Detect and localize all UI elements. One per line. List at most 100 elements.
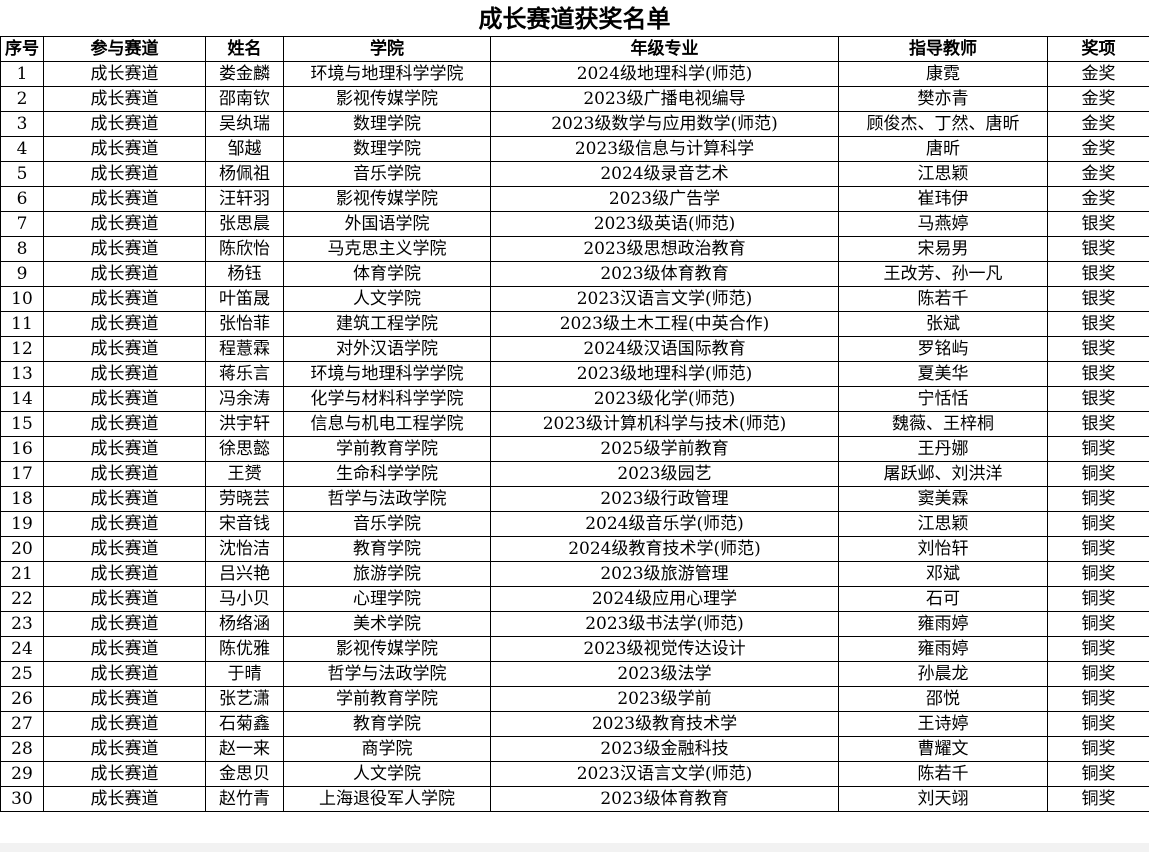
cell-advisor: 刘天翊: [838, 786, 1048, 812]
cell-major: 2024级汉语国际教育: [490, 336, 839, 362]
cell-major: 2023级思想政治教育: [490, 236, 839, 262]
cell-award: 银奖: [1047, 211, 1149, 237]
cell-index: 11: [0, 311, 44, 337]
award-table: 序号 参与赛道 姓名 学院 年级专业 指导教师 奖项 1 成长赛道 娄金麟 环境与地理…: [0, 36, 1149, 812]
cell-college: 教育学院: [283, 536, 491, 562]
cell-name: 徐思懿: [205, 436, 284, 462]
cell-track: 成长赛道: [43, 211, 206, 237]
table-row: 6 成长赛道 汪轩羽 影视传媒学院 2023级广告学 崔玮伊 金奖: [0, 186, 1149, 212]
cell-track: 成长赛道: [43, 286, 206, 312]
cell-index: 5: [0, 161, 44, 187]
table-row: 27 成长赛道 石菊鑫 教育学院 2023级教育技术学 王诗婷 铜奖: [0, 711, 1149, 737]
cell-index: 28: [0, 736, 44, 762]
cell-track: 成长赛道: [43, 111, 206, 137]
table-row: 22 成长赛道 马小贝 心理学院 2024级应用心理学 石可 铜奖: [0, 586, 1149, 612]
header-award: 奖项: [1047, 36, 1149, 62]
cell-index: 18: [0, 486, 44, 512]
cell-major: 2024级应用心理学: [490, 586, 839, 612]
cell-name: 金思贝: [205, 761, 284, 787]
cell-index: 21: [0, 561, 44, 587]
cell-award: 铜奖: [1047, 636, 1149, 662]
cell-name: 张怡菲: [205, 311, 284, 337]
cell-advisor: 屠跃邺、刘洪洋: [838, 461, 1048, 487]
cell-index: 6: [0, 186, 44, 212]
cell-index: 27: [0, 711, 44, 737]
cell-college: 环境与地理科学学院: [283, 61, 491, 87]
cell-college: 人文学院: [283, 286, 491, 312]
table-row: 7 成长赛道 张思晨 外国语学院 2023级英语(师范) 马燕婷 银奖: [0, 211, 1149, 237]
cell-college: 信息与机电工程学院: [283, 411, 491, 437]
cell-track: 成长赛道: [43, 586, 206, 612]
cell-track: 成长赛道: [43, 411, 206, 437]
cell-track: 成长赛道: [43, 661, 206, 687]
cell-name: 张艺潇: [205, 686, 284, 712]
cell-index: 26: [0, 686, 44, 712]
cell-name: 张思晨: [205, 211, 284, 237]
cell-advisor: 康霓: [838, 61, 1048, 87]
cell-name: 王赟: [205, 461, 284, 487]
cell-advisor: 刘怡轩: [838, 536, 1048, 562]
cell-advisor: 石可: [838, 586, 1048, 612]
table-row: 30 成长赛道 赵竹青 上海退役军人学院 2023级体育教育 刘天翊 铜奖: [0, 786, 1149, 812]
cell-index: 4: [0, 136, 44, 162]
cell-advisor: 孙晨龙: [838, 661, 1048, 687]
cell-name: 吕兴艳: [205, 561, 284, 587]
table-row: 14 成长赛道 冯余涛 化学与材料科学学院 2023级化学(师范) 宁恬恬 银奖: [0, 386, 1149, 412]
cell-college: 学前教育学院: [283, 686, 491, 712]
cell-track: 成长赛道: [43, 636, 206, 662]
cell-major: 2023级园艺: [490, 461, 839, 487]
cell-track: 成长赛道: [43, 311, 206, 337]
cell-index: 15: [0, 411, 44, 437]
table-row: 8 成长赛道 陈欣怡 马克思主义学院 2023级思想政治教育 宋易男 银奖: [0, 236, 1149, 262]
cell-advisor: 陈若千: [838, 761, 1048, 787]
cell-college: 影视传媒学院: [283, 636, 491, 662]
cell-index: 12: [0, 336, 44, 362]
cell-advisor: 雍雨婷: [838, 611, 1048, 637]
cell-college: 数理学院: [283, 136, 491, 162]
table-row: 21 成长赛道 吕兴艳 旅游学院 2023级旅游管理 邓斌 铜奖: [0, 561, 1149, 587]
page-title: 成长赛道获奖名单: [478, 5, 671, 33]
header-major: 年级专业: [490, 36, 839, 62]
cell-college: 心理学院: [283, 586, 491, 612]
cell-advisor: 魏薇、王梓桐: [838, 411, 1048, 437]
cell-college: 数理学院: [283, 111, 491, 137]
cell-college: 生命科学学院: [283, 461, 491, 487]
cell-award: 金奖: [1047, 86, 1149, 112]
cell-award: 金奖: [1047, 111, 1149, 137]
table-row: 20 成长赛道 沈怡洁 教育学院 2024级教育技术学(师范) 刘怡轩 铜奖: [0, 536, 1149, 562]
cell-name: 邵南钦: [205, 86, 284, 112]
cell-index: 22: [0, 586, 44, 612]
cell-major: 2023级体育教育: [490, 786, 839, 812]
cell-advisor: 罗铭屿: [838, 336, 1048, 362]
cell-name: 赵一来: [205, 736, 284, 762]
cell-college: 建筑工程学院: [283, 311, 491, 337]
header-college: 学院: [283, 36, 491, 62]
cell-advisor: 雍雨婷: [838, 636, 1048, 662]
cell-track: 成长赛道: [43, 561, 206, 587]
cell-track: 成长赛道: [43, 186, 206, 212]
cell-award: 铜奖: [1047, 661, 1149, 687]
cell-index: 16: [0, 436, 44, 462]
cell-major: 2023级教育技术学: [490, 711, 839, 737]
table-row: 13 成长赛道 蒋乐言 环境与地理科学学院 2023级地理科学(师范) 夏美华 银奖: [0, 361, 1149, 387]
table-row: 16 成长赛道 徐思懿 学前教育学院 2025级学前教育 王丹娜 铜奖: [0, 436, 1149, 462]
cell-track: 成长赛道: [43, 236, 206, 262]
cell-track: 成长赛道: [43, 686, 206, 712]
cell-advisor: 宋易男: [838, 236, 1048, 262]
cell-college: 人文学院: [283, 761, 491, 787]
cell-college: 旅游学院: [283, 561, 491, 587]
cell-name: 赵竹青: [205, 786, 284, 812]
cell-index: 9: [0, 261, 44, 287]
cell-index: 8: [0, 236, 44, 262]
cell-index: 17: [0, 461, 44, 487]
cell-index: 1: [0, 61, 44, 87]
cell-college: 环境与地理科学学院: [283, 361, 491, 387]
cell-award: 银奖: [1047, 336, 1149, 362]
table-row: 15 成长赛道 洪宇轩 信息与机电工程学院 2023级计算机科学与技术(师范) 魏薇、王梓…: [0, 411, 1149, 437]
cell-name: 吴纨瑞: [205, 111, 284, 137]
cell-index: 14: [0, 386, 44, 412]
cell-major: 2023级金融科技: [490, 736, 839, 762]
cell-advisor: 马燕婷: [838, 211, 1048, 237]
cell-award: 铜奖: [1047, 536, 1149, 562]
cell-college: 哲学与法政学院: [283, 661, 491, 687]
